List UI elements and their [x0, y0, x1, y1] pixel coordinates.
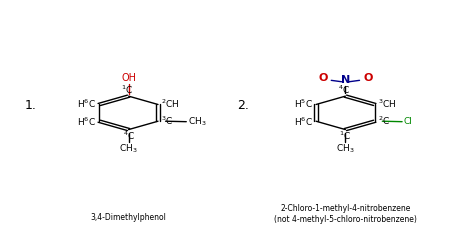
Text: 2.: 2. [237, 99, 249, 112]
Text: O: O [318, 73, 328, 83]
Text: CH$_3$: CH$_3$ [336, 142, 355, 155]
Text: O: O [363, 73, 373, 83]
Text: $^2$C: $^2$C [378, 115, 390, 127]
Text: CH$_3$: CH$_3$ [119, 142, 138, 155]
Text: $^4$C: $^4$C [338, 83, 350, 96]
Text: N: N [341, 75, 350, 85]
Text: 2-Chloro-1-methyl-4-nitrobenzene: 2-Chloro-1-methyl-4-nitrobenzene [280, 204, 410, 213]
Text: $^3$C: $^3$C [161, 115, 173, 127]
Text: H$^5$C: H$^5$C [294, 98, 313, 110]
Text: $^4$C: $^4$C [123, 130, 135, 142]
Text: 1.: 1. [25, 99, 37, 112]
Text: $^3$CH: $^3$CH [378, 97, 397, 110]
Text: $^2$CH: $^2$CH [161, 97, 180, 110]
Text: $^1$C: $^1$C [339, 130, 351, 142]
Text: CH$_3$: CH$_3$ [188, 115, 207, 128]
Text: (not 4-methyl-5-chloro-nitrobenzene): (not 4-methyl-5-chloro-nitrobenzene) [274, 215, 417, 224]
Text: H$^6$C: H$^6$C [77, 115, 96, 128]
Text: OH: OH [121, 73, 136, 83]
Text: $^1$C: $^1$C [121, 84, 133, 96]
Text: 3,4-Dimethylphenol: 3,4-Dimethylphenol [91, 213, 166, 222]
Text: Cl: Cl [403, 117, 412, 126]
Text: H$^6$C: H$^6$C [77, 98, 96, 110]
Text: H$^6$C: H$^6$C [294, 115, 313, 128]
